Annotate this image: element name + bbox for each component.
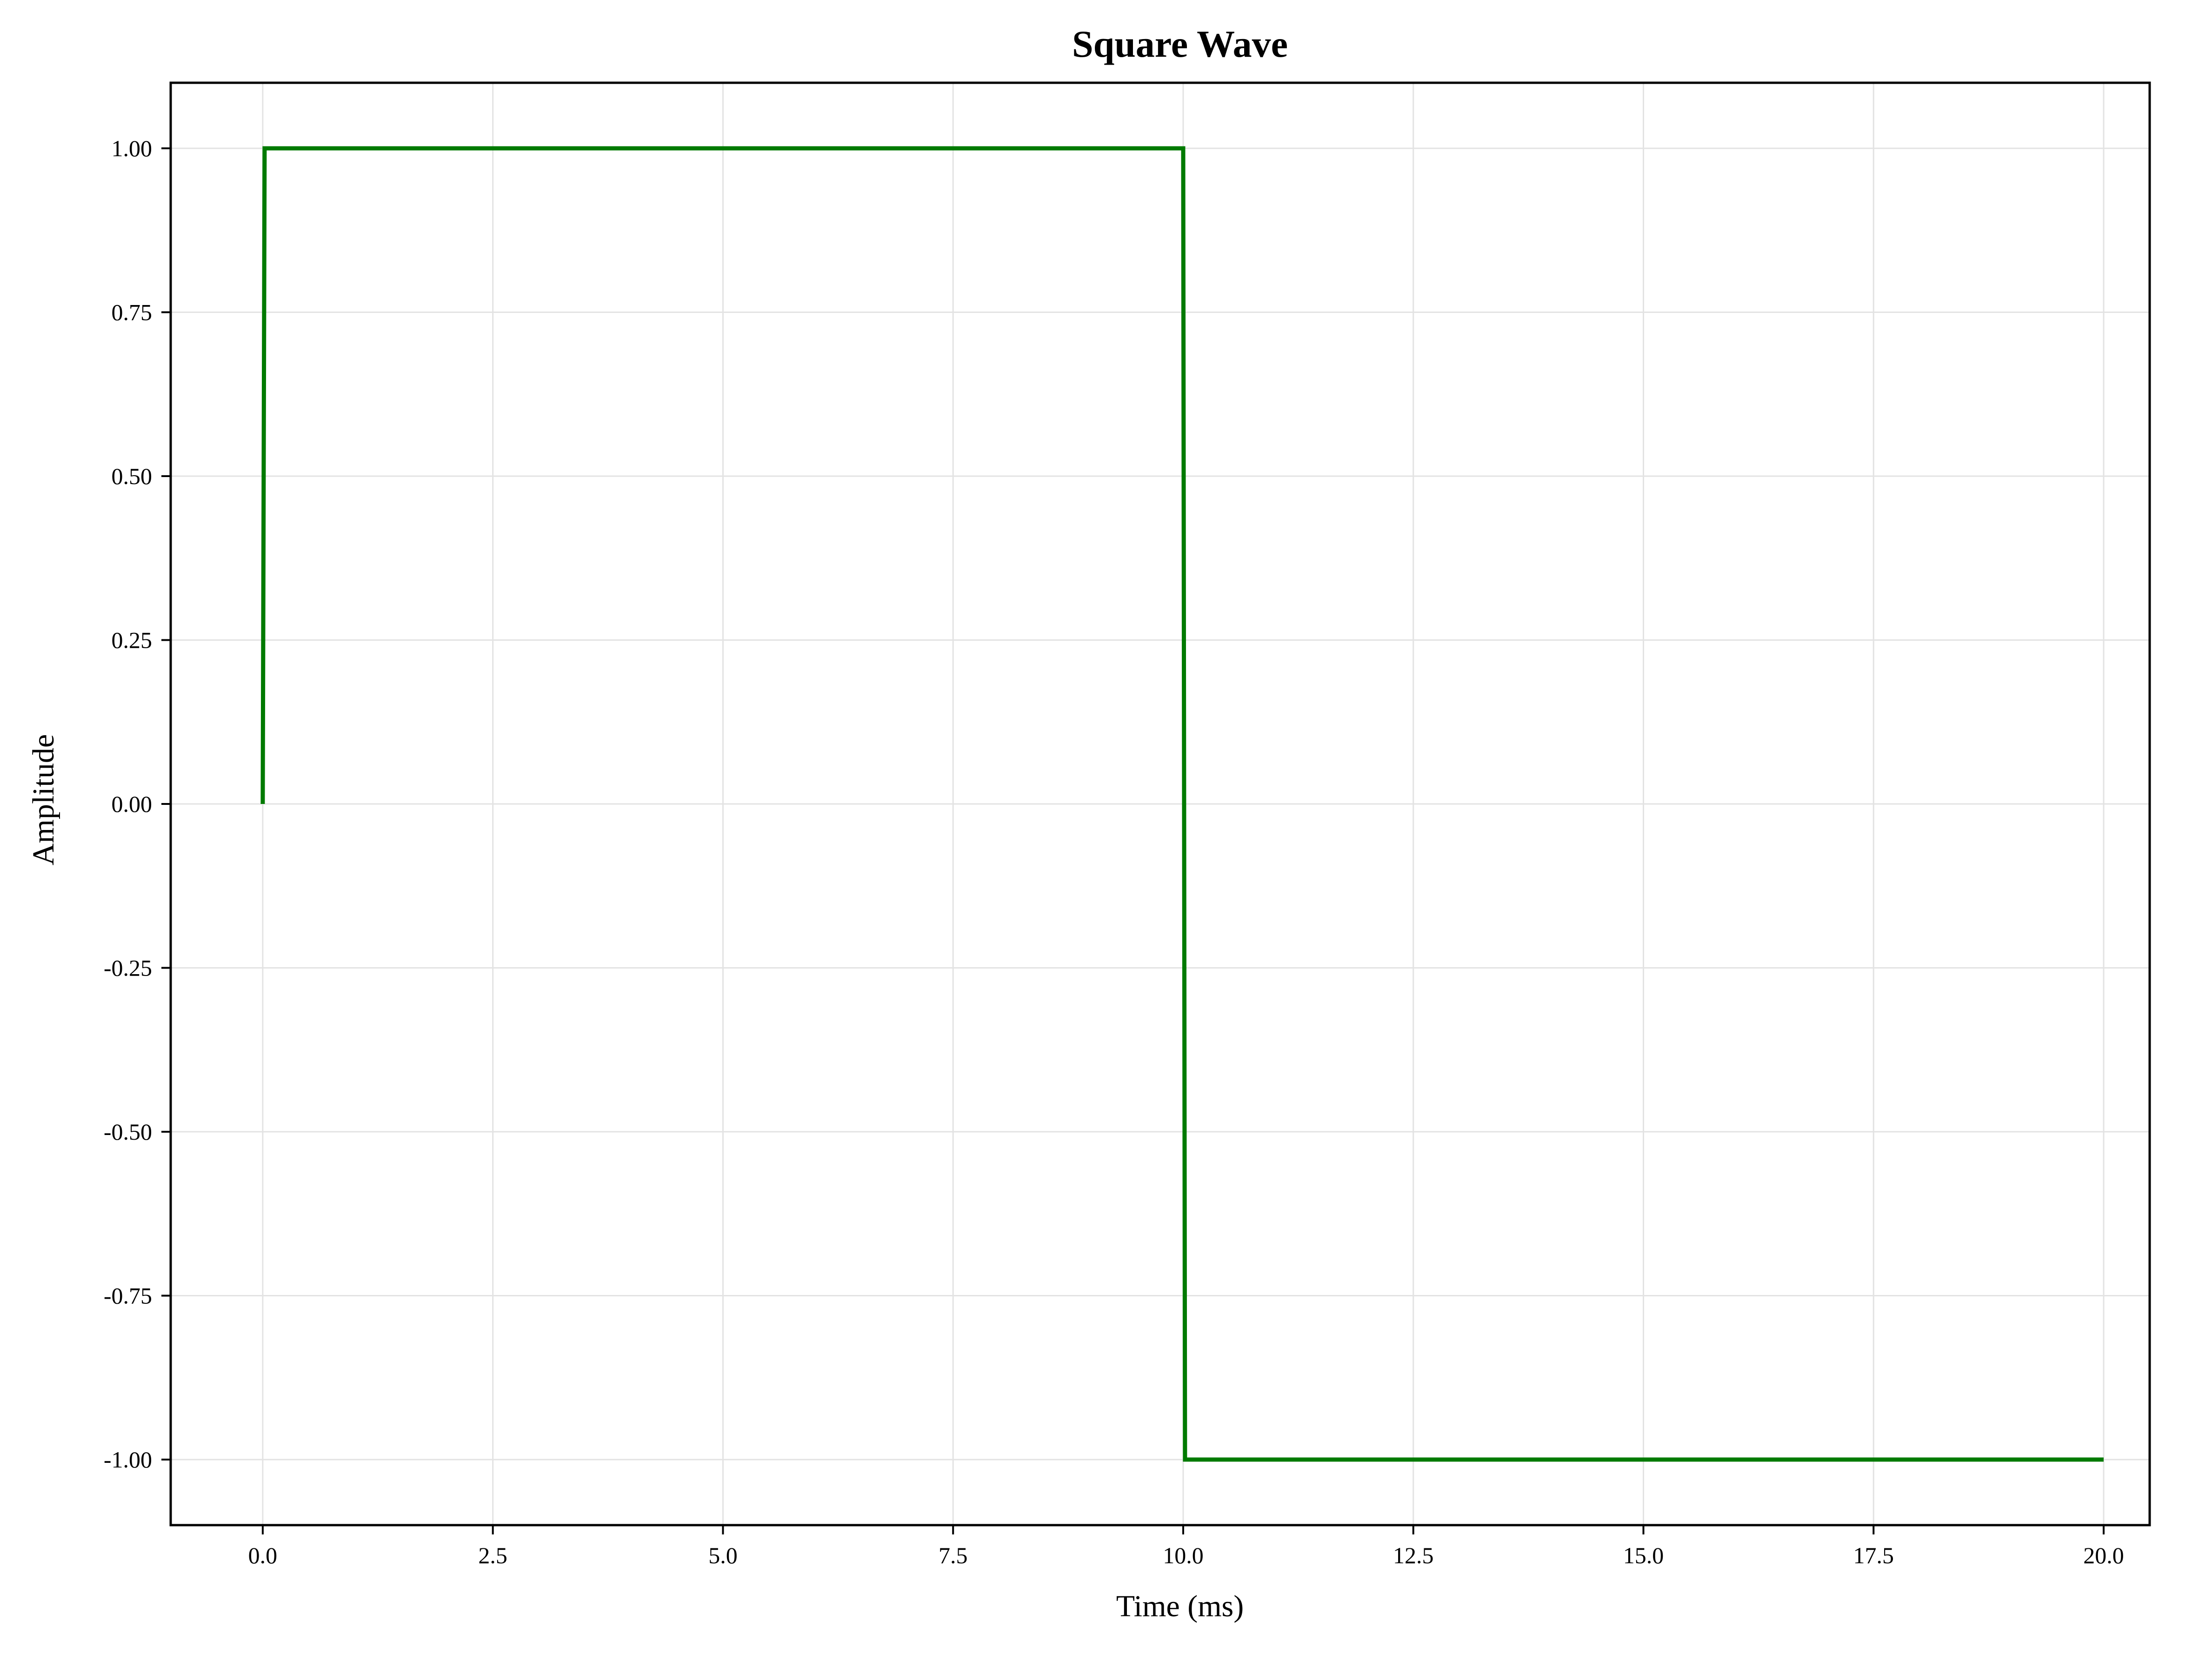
x-tick-label: 10.0 — [1163, 1542, 1204, 1568]
chart-title: Square Wave — [1072, 23, 1288, 65]
y-tick-label: 0.00 — [112, 791, 153, 817]
x-tick-label: 20.0 — [2083, 1542, 2124, 1568]
square-wave-series-line — [260, 146, 2104, 1462]
x-tick-label: 5.0 — [708, 1542, 738, 1568]
x-tick-label: 7.5 — [939, 1542, 968, 1568]
y-axis-ticks: 1.00 0.75 0.50 0.25 0.00 -0.25 -0.50 -0.75 -1.00 — [104, 135, 171, 1473]
x-tick-label: 2.5 — [478, 1542, 507, 1568]
y-tick-label: 0.75 — [112, 299, 153, 325]
y-tick-label: 0.25 — [112, 627, 153, 653]
series-layer — [260, 146, 2104, 1462]
x-tick-label: 12.5 — [1393, 1542, 1434, 1568]
x-axis-label: Time (ms) — [1116, 1589, 1244, 1623]
y-tick-label: -0.50 — [104, 1119, 152, 1145]
y-tick-label: 0.50 — [112, 463, 153, 489]
y-tick-label: -0.75 — [104, 1283, 152, 1309]
y-tick-label: -1.00 — [104, 1447, 152, 1473]
x-tick-label: 0.0 — [248, 1542, 278, 1568]
y-axis-label: Amplitude — [27, 734, 60, 865]
y-tick-label: -0.25 — [104, 955, 152, 981]
x-tick-label: 15.0 — [1623, 1542, 1664, 1568]
x-axis-ticks: 0.0 2.5 5.0 7.5 10.0 12.5 15.0 17.5 20.0 — [248, 1525, 2124, 1568]
y-tick-label: 1.00 — [112, 135, 153, 161]
x-tick-label: 17.5 — [1853, 1542, 1894, 1568]
grid — [171, 83, 2150, 1525]
